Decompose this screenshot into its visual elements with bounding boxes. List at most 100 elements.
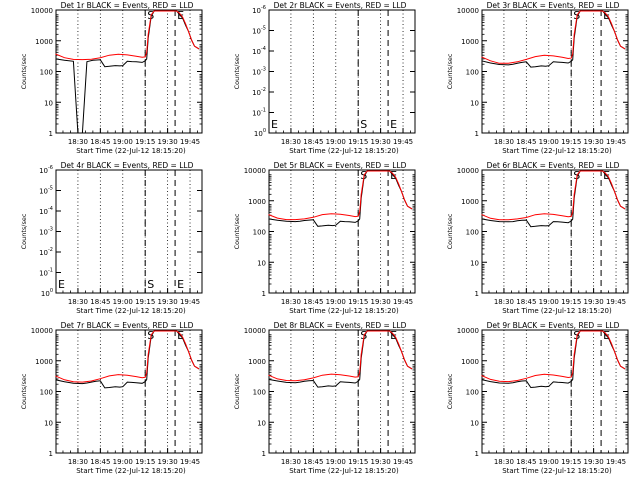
y-tick-exponent: -1 [48,268,53,274]
y-axis-label: Counts/sec [233,213,241,249]
y-tick-exponent: -3 [48,227,53,233]
marker-label-e: E [177,278,184,291]
detector-panel: Det 5r BLACK = Events, RED = LLD 1 10 100 10… [233,161,416,315]
x-tick-label: 19:00 [326,458,346,466]
x-tick-label: 18:30 [68,138,88,146]
x-tick-label: 19:45 [606,138,626,146]
x-tick-label: 19:30 [158,458,178,466]
x-tick-label: 18:45 [516,298,536,306]
series-events-line [481,330,626,389]
x-tick-label: 19:15 [135,458,155,466]
y-axis-label: Counts/sec [446,213,454,249]
x-tick-label: 18:30 [68,458,88,466]
x-tick-label: 19:00 [326,138,346,146]
x-tick-label: 18:45 [516,138,536,146]
y-tick-label: 10-6 [252,5,266,15]
x-tick-label: 19:30 [584,298,604,306]
y-tick-label: 10-1 [252,108,266,118]
y-tick-label: 10000 [457,167,479,175]
series-lld-line [481,170,626,221]
y-tick-label: 1 [262,450,266,458]
y-tick-label: 10-3 [39,227,53,237]
y-tick-label: 100 [254,128,266,138]
y-tick-label: 10 [44,99,53,107]
y-tick-label: 10 [470,419,479,427]
x-tick-label: 18:30 [281,298,301,306]
y-tick-label: 10-6 [39,165,53,175]
y-tick-label: 10000 [457,327,479,335]
series-lld-line [55,330,200,383]
y-tick-label: 10-4 [39,206,53,216]
y-tick-label: 10000 [244,327,266,335]
x-tick-label: 18:45 [516,458,536,466]
x-tick-label: 19:30 [158,138,178,146]
y-tick-exponent: -1 [261,108,266,114]
y-tick-label: 100 [466,69,479,77]
x-axis-label: Start Time (22-Jul-12 18:15:20) [289,307,399,315]
y-tick-label: 1000 [248,198,266,206]
x-tick-label: 19:15 [135,138,155,146]
y-tick-label: 100 [253,229,266,237]
y-axis-label: Counts/sec [233,373,241,409]
detector-panel: Det 6r BLACK = Events, RED = LLD 1 10 100 10… [446,161,629,315]
x-tick-label: 18:45 [303,298,323,306]
x-tick-label: 19:15 [348,138,368,146]
y-tick-exponent: -6 [261,5,266,11]
series-events-line [268,330,413,388]
x-tick-label: 19:15 [348,298,368,306]
marker-label-s: S [147,278,154,291]
series-events-line [481,10,626,68]
x-axis-label: Start Time (22-Jul-12 18:15:20) [289,147,399,155]
y-axis-label: Counts/sec [446,373,454,409]
y-tick-label: 1000 [248,358,266,366]
panel-title: Det 1r BLACK = Events, RED = LLD [61,1,194,10]
y-tick-label: 1 [475,130,479,138]
panel-title: Det 6r BLACK = Events, RED = LLD [487,161,620,170]
x-tick-label: 19:45 [393,138,413,146]
y-tick-label: 1000 [461,38,479,46]
series-lld-line [481,330,626,383]
y-tick-label: 10-5 [252,26,266,36]
y-tick-label: 100 [40,69,53,77]
x-tick-label: 19:45 [180,138,200,146]
x-tick-label: 19:45 [393,458,413,466]
x-tick-label: 18:30 [68,298,88,306]
series-lld-line [268,330,413,382]
detector-panel: Det 8r BLACK = Events, RED = LLD 1 10 100 10… [233,321,416,475]
x-tick-label: 18:30 [281,458,301,466]
y-tick-label: 1000 [461,198,479,206]
y-tick-label: 10-2 [252,87,266,97]
x-tick-label: 19:00 [539,138,559,146]
y-tick-label: 1 [262,290,266,298]
y-tick-label: 10000 [244,167,266,175]
x-axis-label: Start Time (22-Jul-12 18:15:20) [76,467,186,475]
x-tick-label: 19:15 [561,458,581,466]
y-tick-label: 1000 [35,38,53,46]
x-tick-label: 19:15 [561,138,581,146]
detector-panel: Det 2r BLACK = Events, RED = LLD 100 10-1 1… [233,1,416,155]
y-tick-label: 10 [470,259,479,267]
panel-title: Det 3r BLACK = Events, RED = LLD [487,1,620,10]
x-tick-label: 19:45 [393,298,413,306]
x-tick-label: 18:45 [303,458,323,466]
y-tick-label: 10-5 [39,186,53,196]
x-tick-label: 19:30 [584,458,604,466]
y-tick-exponent: -5 [48,186,53,192]
x-tick-label: 19:15 [135,298,155,306]
x-tick-label: 19:00 [113,458,133,466]
x-tick-label: 19:00 [113,298,133,306]
y-tick-label: 10000 [31,7,53,15]
y-tick-exponent: -6 [48,165,53,171]
panel-title: Det 4r BLACK = Events, RED = LLD [61,161,194,170]
x-tick-label: 19:30 [371,138,391,146]
detector-panel: Det 4r BLACK = Events, RED = LLD 100 10-1 1… [20,161,203,315]
series-events-line [55,330,200,389]
marker-label-e-start: E [58,278,65,291]
x-tick-label: 19:15 [348,458,368,466]
x-tick-label: 19:00 [539,298,559,306]
x-tick-label: 19:45 [606,298,626,306]
panel-title: Det 2r BLACK = Events, RED = LLD [274,1,407,10]
detector-panel: Det 3r BLACK = Events, RED = LLD 1 10 100 10… [446,1,629,155]
x-tick-label: 18:45 [90,458,110,466]
y-tick-label: 1000 [35,358,53,366]
